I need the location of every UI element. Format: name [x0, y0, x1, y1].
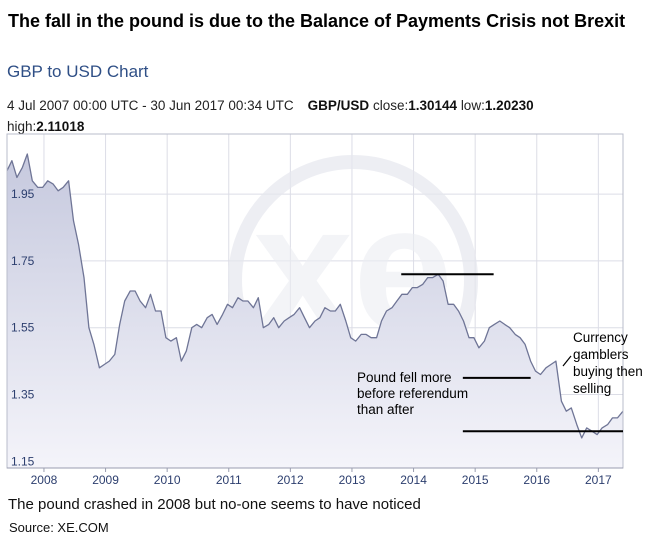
- x-axis: 2008 2009 2010 2011 2012 2013 2014 2015 2016 2017: [31, 468, 612, 487]
- y-tick-label: 1.55: [11, 321, 35, 335]
- annotations: Pound fell more before referendum than aft…: [357, 330, 643, 417]
- gbp-usd-chart: xe 1.151.351.551.751.95 2008 2009 2010 2011…: [6, 133, 643, 487]
- page-title: The fall in the pound is due to the Bala…: [8, 11, 626, 31]
- series-area: [7, 154, 623, 468]
- x-tick-label: 2008: [31, 473, 58, 487]
- chart-info: 4 Jul 2007 00:00 UTC - 30 Jun 2017 00:34…: [7, 95, 647, 137]
- chart-caption: The pound crashed in 2008 but no-one see…: [8, 496, 421, 513]
- y-tick-label: 1.95: [11, 187, 35, 201]
- annotation-pointer: [562, 355, 572, 367]
- source-label: Source: XE.COM: [9, 520, 109, 535]
- close-value: 1.30144: [408, 98, 458, 113]
- series-line: [6, 153, 624, 439]
- close-label: close:: [372, 98, 409, 113]
- high-value: 2.11018: [36, 119, 85, 134]
- x-tick-label: 2016: [523, 473, 550, 487]
- chart-subtitle: GBP to USD Chart: [7, 62, 149, 81]
- y-axis: 1.15 1.35 1.55 1.75 1.95: [11, 187, 35, 468]
- y-tick-label: 1.15: [11, 454, 35, 468]
- currency-pair: GBP/USD: [307, 98, 370, 113]
- x-tick-label: 2010: [154, 473, 181, 487]
- x-tick-label: 2009: [92, 473, 119, 487]
- x-tick-label: 2015: [462, 473, 489, 487]
- annotation-currency-gamblers: Currency gamblers buying then selling: [573, 330, 643, 396]
- low-value: 1.20230: [484, 98, 534, 113]
- low-label: low:: [460, 98, 485, 113]
- annotation-referendum: Pound fell more before referendum than aft…: [357, 370, 468, 417]
- x-tick-label: 2011: [216, 473, 242, 487]
- x-tick-label: 2017: [585, 473, 612, 487]
- x-tick-label: 2012: [277, 473, 304, 487]
- reference-lines: [401, 273, 623, 433]
- y-tick-label: 1.35: [11, 388, 35, 402]
- date-range: 4 Jul 2007 00:00 UTC - 30 Jun 2017 00:34…: [7, 98, 294, 113]
- x-tick-label: 2014: [400, 473, 427, 487]
- y-tick-label: 1.75: [11, 254, 35, 268]
- x-tick-label: 2013: [339, 473, 366, 487]
- high-label: high:: [7, 119, 37, 134]
